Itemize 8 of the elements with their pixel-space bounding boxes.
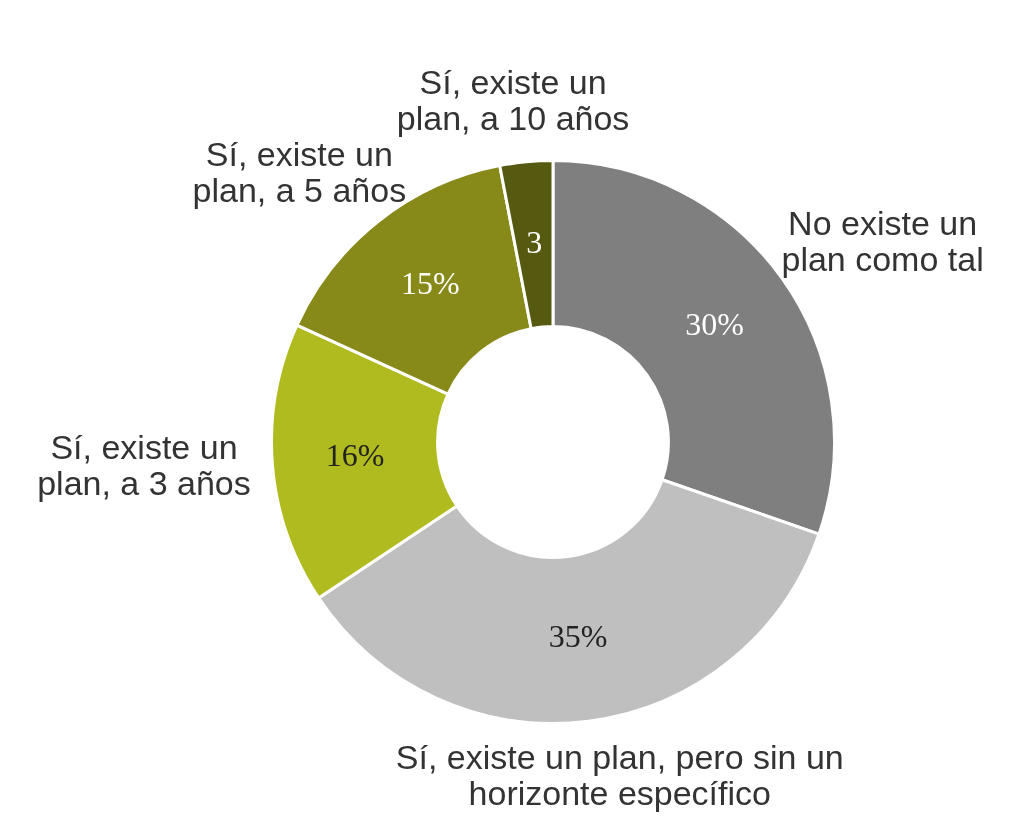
data-label: 30% xyxy=(685,306,744,343)
slice-label: Sí, existe un plan, pero sin un horizonte específico xyxy=(395,738,844,813)
data-label: 16% xyxy=(325,437,385,474)
data-label: 35% xyxy=(548,618,608,655)
data-label: 15% xyxy=(400,265,460,302)
slice-label: Sí, existe un plan, a 3 años xyxy=(37,428,251,503)
slice-label: No existe un plan como tal xyxy=(781,204,984,279)
data-label: 3 xyxy=(526,223,543,260)
